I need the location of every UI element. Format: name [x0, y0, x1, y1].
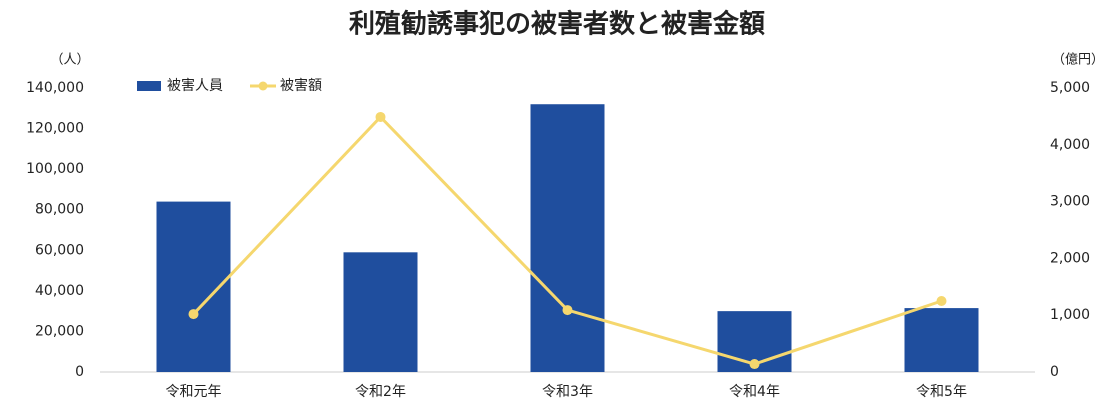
legend-swatch [137, 81, 161, 91]
line-point [749, 359, 760, 370]
y-tick-label: 60,000 [35, 242, 84, 258]
y2-tick-label: 4,000 [1050, 137, 1090, 153]
y-axis-label: （人） [50, 53, 89, 68]
y-tick-label: 120,000 [26, 121, 84, 137]
x-tick-label: 令和元年 [166, 384, 222, 400]
y-tick-label: 40,000 [35, 283, 84, 299]
y-tick-label: 140,000 [26, 80, 84, 96]
y-tick-label: 0 [75, 364, 84, 380]
y-tick-label: 100,000 [26, 161, 84, 177]
y2-tick-label: 2,000 [1050, 250, 1090, 266]
legend-swatch [258, 81, 268, 91]
line-point [188, 309, 199, 320]
legend-label: 被害人員 [167, 78, 223, 94]
legend-label: 被害額 [280, 78, 322, 94]
x-tick-label: 令和2年 [355, 384, 406, 400]
chart-title: 利殖勧誘事犯の被害者数と被害金額 [349, 9, 765, 40]
y2-tick-label: 1,000 [1050, 307, 1090, 323]
line-point [936, 296, 947, 306]
x-tick-label: 令和5年 [916, 384, 967, 400]
x-tick-label: 令和3年 [542, 384, 593, 400]
y2-tick-label: 5,000 [1050, 80, 1090, 96]
bar [904, 308, 979, 372]
y-tick-label: 80,000 [35, 202, 84, 218]
y2-tick-label: 0 [1050, 364, 1059, 380]
x-tick-label: 令和4年 [729, 384, 780, 400]
bar [343, 252, 418, 372]
y-tick-label: 20,000 [35, 323, 84, 339]
bar [530, 104, 605, 372]
line-point [562, 305, 573, 316]
y2-axis-label: （億円） [1052, 52, 1104, 68]
y2-tick-label: 3,000 [1050, 194, 1090, 210]
line-point [375, 111, 386, 122]
